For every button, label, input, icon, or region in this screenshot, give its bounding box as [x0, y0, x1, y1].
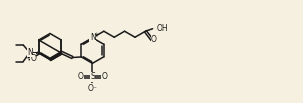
Text: N: N	[90, 33, 95, 42]
Text: N: N	[27, 48, 33, 57]
Text: O: O	[30, 54, 36, 63]
Text: O⁻: O⁻	[88, 84, 97, 93]
Text: S: S	[90, 72, 95, 81]
Text: O: O	[78, 72, 83, 81]
Text: O: O	[102, 72, 107, 81]
Text: O: O	[151, 35, 157, 44]
Text: +: +	[93, 32, 99, 37]
Text: OH: OH	[156, 24, 168, 33]
